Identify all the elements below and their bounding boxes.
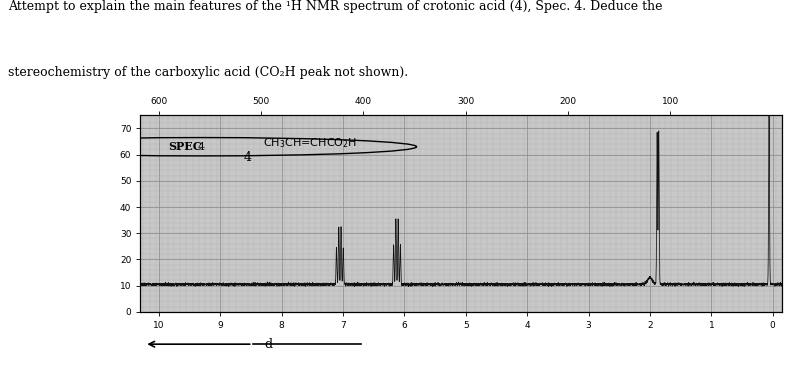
Text: d: d [265,338,273,351]
Text: 4: 4 [244,151,252,164]
Text: Attempt to explain the main features of the ¹H NMR spectrum of crotonic acid (4): Attempt to explain the main features of … [8,0,662,13]
Text: 4: 4 [198,142,205,152]
Text: CH$_3$CH=CHCO$_2$H: CH$_3$CH=CHCO$_2$H [263,136,358,150]
Text: SPEC: SPEC [168,141,201,152]
Text: stereochemistry of the carboxylic acid (CO₂H peak not shown).: stereochemistry of the carboxylic acid (… [8,66,408,79]
